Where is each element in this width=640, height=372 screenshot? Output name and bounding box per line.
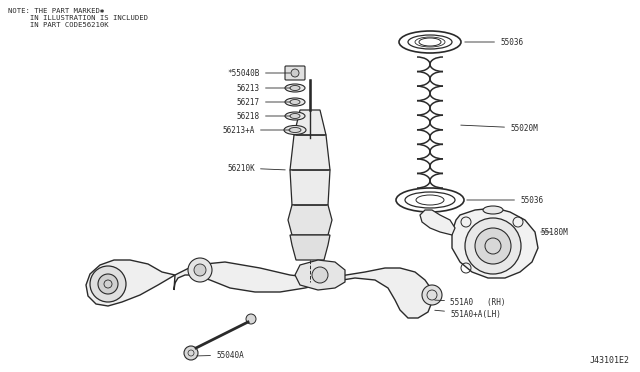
Text: 55180M: 55180M [540, 228, 568, 237]
Circle shape [188, 258, 212, 282]
Text: 56213+A: 56213+A [223, 125, 290, 135]
Ellipse shape [290, 113, 300, 119]
Polygon shape [452, 208, 538, 278]
Text: NOTE: THE PART MARKED✱
     IN ILLUSTRATION IS INCLUDED
     IN PART CODE56210K: NOTE: THE PART MARKED✱ IN ILLUSTRATION I… [8, 8, 148, 28]
Ellipse shape [285, 112, 305, 120]
Text: 551A0   (RH): 551A0 (RH) [435, 298, 506, 307]
Text: 55040A: 55040A [196, 350, 244, 359]
Text: 56217: 56217 [237, 97, 290, 106]
Text: 56218: 56218 [237, 112, 290, 121]
Ellipse shape [290, 86, 300, 90]
Text: 56210K: 56210K [227, 164, 285, 173]
Polygon shape [294, 110, 326, 135]
Polygon shape [290, 135, 330, 170]
Text: 551A0+A(LH): 551A0+A(LH) [435, 310, 501, 318]
Polygon shape [86, 260, 175, 306]
Ellipse shape [290, 99, 300, 105]
Circle shape [90, 266, 126, 302]
Circle shape [184, 346, 198, 360]
Circle shape [246, 314, 256, 324]
Ellipse shape [483, 206, 503, 214]
Text: 55020M: 55020M [461, 124, 538, 132]
Circle shape [475, 228, 511, 264]
Polygon shape [288, 205, 332, 235]
Ellipse shape [285, 98, 305, 106]
Circle shape [291, 69, 299, 77]
Circle shape [465, 218, 521, 274]
Circle shape [422, 285, 442, 305]
Ellipse shape [284, 125, 306, 135]
Polygon shape [295, 260, 345, 290]
Polygon shape [420, 210, 455, 235]
FancyBboxPatch shape [285, 66, 305, 80]
Ellipse shape [289, 128, 301, 132]
Polygon shape [174, 262, 432, 318]
Polygon shape [290, 235, 330, 260]
Ellipse shape [285, 84, 305, 92]
Text: 55036: 55036 [465, 38, 523, 46]
Text: J43101E2: J43101E2 [590, 356, 630, 365]
Circle shape [312, 267, 328, 283]
Text: 55036: 55036 [467, 196, 543, 205]
Text: *55040B: *55040B [228, 68, 290, 77]
Polygon shape [290, 170, 330, 205]
Text: 56213: 56213 [237, 83, 290, 93]
Circle shape [194, 264, 206, 276]
Circle shape [98, 274, 118, 294]
